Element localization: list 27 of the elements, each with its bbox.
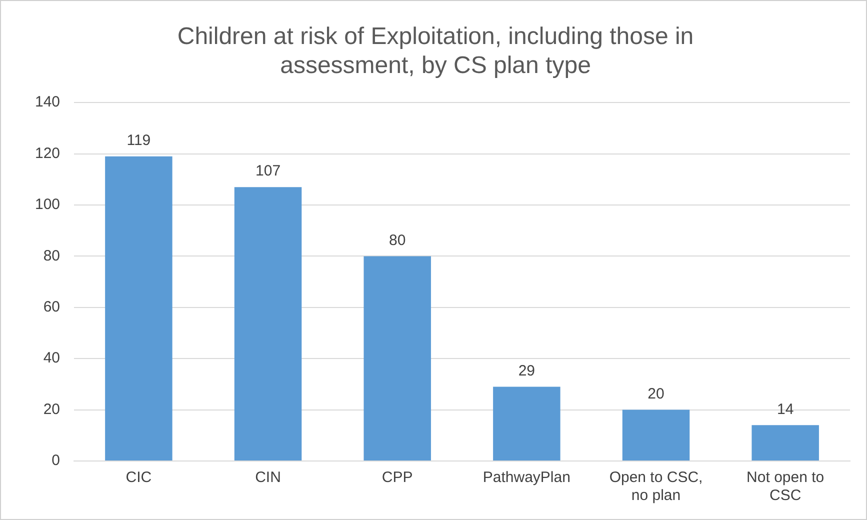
x-tick-label: CPP — [382, 469, 413, 486]
data-label: 20 — [648, 385, 664, 402]
bar — [493, 386, 560, 460]
x-tick-label: Open to CSC, no plan — [609, 469, 703, 504]
x-tick-label: CIN — [255, 469, 281, 486]
data-label: 14 — [776, 400, 794, 418]
bar — [364, 256, 431, 460]
bar — [752, 425, 819, 460]
data-label: 29 — [518, 362, 536, 380]
bar — [105, 156, 172, 460]
y-tick-label: 60 — [43, 298, 60, 316]
data-label: 80 — [389, 232, 406, 249]
y-tick-label: 80 — [43, 247, 60, 264]
x-tick-label: Not open to CSC — [746, 469, 824, 504]
y-tick-label: 0 — [52, 452, 60, 470]
x-tick-label: CIC — [126, 469, 152, 486]
y-tick-label: 100 — [34, 196, 60, 214]
y-tick-label: 40 — [43, 350, 60, 367]
data-label: 107 — [256, 162, 281, 180]
chart-title: Children at risk of Exploitation, including those in assessment, by CS plan type — [177, 23, 694, 79]
bar — [622, 410, 690, 460]
bar — [234, 187, 302, 460]
y-tick-label: 140 — [34, 94, 60, 111]
x-tick-label: PathwayPlan — [482, 469, 570, 486]
data-label: 119 — [126, 132, 151, 149]
y-tick-label: 120 — [34, 144, 60, 162]
y-tick-label: 20 — [43, 400, 60, 418]
